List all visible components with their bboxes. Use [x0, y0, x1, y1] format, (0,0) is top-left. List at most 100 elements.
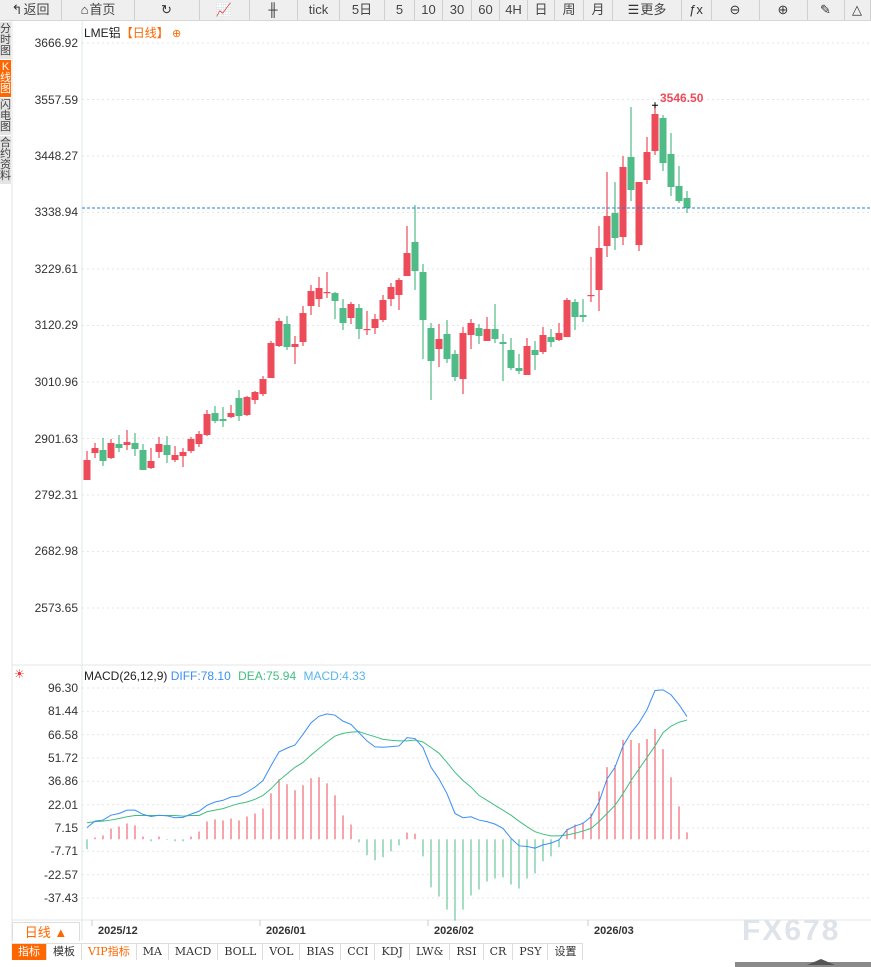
candle[interactable]: [667, 133, 675, 197]
candle[interactable]: [155, 437, 163, 458]
indicator-tab-2[interactable]: VIP指标: [82, 944, 137, 960]
candle[interactable]: [523, 337, 531, 376]
candle[interactable]: [227, 405, 235, 418]
candle[interactable]: [123, 429, 131, 450]
toolbar-button-formula[interactable]: ƒx: [682, 0, 712, 20]
indicator-tab-8[interactable]: CCI: [341, 944, 376, 960]
candle[interactable]: [323, 272, 331, 298]
toolbar-button-tick[interactable]: tick: [298, 0, 340, 20]
candle[interactable]: [203, 409, 211, 437]
candle[interactable]: [611, 182, 619, 250]
candle[interactable]: [659, 115, 667, 172]
toolbar-button-line-chart[interactable]: 📈: [200, 0, 250, 20]
candle[interactable]: [419, 263, 427, 360]
candle[interactable]: [603, 172, 611, 258]
toolbar-button-30[interactable]: 30: [443, 0, 472, 20]
candle[interactable]: [483, 317, 491, 341]
candle[interactable]: [459, 326, 467, 395]
candle[interactable]: [619, 156, 627, 246]
candle[interactable]: [507, 337, 515, 371]
candle[interactable]: [139, 443, 147, 470]
candle[interactable]: [371, 314, 379, 335]
candle[interactable]: [347, 302, 355, 324]
candle[interactable]: [219, 406, 227, 427]
candle[interactable]: [243, 396, 251, 417]
candle[interactable]: [107, 439, 115, 460]
toolbar-button-month[interactable]: 月: [584, 0, 613, 20]
indicator-tab-3[interactable]: MA: [136, 944, 169, 960]
candle[interactable]: [635, 182, 643, 252]
candle[interactable]: [451, 349, 459, 381]
horizontal-scrollbar[interactable]: [735, 959, 871, 967]
indicator-tab-4[interactable]: MACD: [168, 944, 219, 960]
toolbar-button-week[interactable]: 周: [555, 0, 584, 20]
candle[interactable]: [283, 316, 291, 350]
toolbar-button-10[interactable]: 10: [415, 0, 443, 20]
candle[interactable]: [387, 283, 395, 307]
toolbar-button-day[interactable]: 日: [528, 0, 555, 20]
indicator-tab-14[interactable]: 设置: [548, 944, 584, 960]
scroll-handle[interactable]: [807, 959, 835, 965]
candle[interactable]: [171, 446, 179, 463]
candle[interactable]: [491, 303, 499, 344]
candle[interactable]: [235, 389, 243, 421]
indicator-tab-12[interactable]: CR: [483, 944, 514, 960]
toolbar-button-shape[interactable]: △: [845, 0, 871, 20]
candle[interactable]: [427, 323, 435, 401]
candle[interactable]: [403, 226, 411, 277]
indicator-tab-10[interactable]: LW&: [409, 944, 451, 960]
candle[interactable]: [147, 448, 155, 470]
view-tab-1[interactable]: K线图: [0, 60, 11, 98]
candle[interactable]: [99, 437, 107, 467]
indicator-tab-7[interactable]: BIAS: [300, 944, 342, 960]
candle[interactable]: [555, 323, 563, 341]
candle[interactable]: [179, 448, 187, 467]
candle[interactable]: [435, 323, 443, 367]
indicator-tab-11[interactable]: RSI: [450, 944, 484, 960]
candle[interactable]: [379, 295, 387, 323]
candle[interactable]: [547, 329, 555, 347]
toolbar-button-home[interactable]: ⌂ 首页: [62, 0, 135, 20]
candle[interactable]: [83, 451, 91, 481]
candle[interactable]: [411, 205, 419, 290]
candle[interactable]: [339, 299, 347, 330]
candle[interactable]: [211, 406, 219, 424]
view-tab-3[interactable]: 合约资料: [0, 136, 11, 185]
toolbar-button-more[interactable]: ☰ 更多: [613, 0, 682, 20]
macd-settings-icon[interactable]: ☀: [14, 667, 25, 681]
candle[interactable]: [251, 391, 259, 404]
candle[interactable]: [531, 340, 539, 371]
candle[interactable]: [651, 105, 659, 156]
candle[interactable]: [595, 226, 603, 312]
candle[interactable]: [299, 306, 307, 347]
indicator-tab-9[interactable]: KDJ: [375, 944, 410, 960]
indicator-tab-1[interactable]: 模板: [47, 944, 82, 960]
toolbar-button-zoom-out[interactable]: ⊖: [712, 0, 760, 20]
candle[interactable]: [675, 166, 683, 204]
candle[interactable]: [683, 191, 691, 214]
candle[interactable]: [563, 297, 571, 338]
candle[interactable]: [259, 376, 267, 397]
toolbar-button-back[interactable]: ↰ 返回: [0, 0, 62, 20]
candle[interactable]: [163, 436, 171, 464]
candle[interactable]: [627, 106, 635, 201]
period-selector[interactable]: 日线 ▲: [12, 922, 80, 941]
candle[interactable]: [539, 326, 547, 355]
indicator-tab-5[interactable]: BOLL: [218, 944, 264, 960]
candle[interactable]: [579, 299, 587, 323]
candle[interactable]: [571, 299, 579, 330]
candle[interactable]: [475, 323, 483, 344]
toolbar-button-refresh[interactable]: ↻: [135, 0, 200, 20]
candle[interactable]: [331, 292, 339, 320]
candle[interactable]: [275, 317, 283, 347]
candle[interactable]: [643, 137, 651, 184]
candle[interactable]: [91, 443, 99, 458]
candle[interactable]: [187, 437, 195, 454]
candle[interactable]: [363, 311, 371, 336]
candle[interactable]: [499, 334, 507, 381]
settings-crosshair-icon[interactable]: ⊕: [172, 28, 182, 40]
indicator-tab-0[interactable]: 指标: [12, 944, 47, 960]
toolbar-button-draw[interactable]: ✎: [808, 0, 845, 20]
candle[interactable]: [467, 319, 475, 350]
candle[interactable]: [291, 336, 299, 364]
